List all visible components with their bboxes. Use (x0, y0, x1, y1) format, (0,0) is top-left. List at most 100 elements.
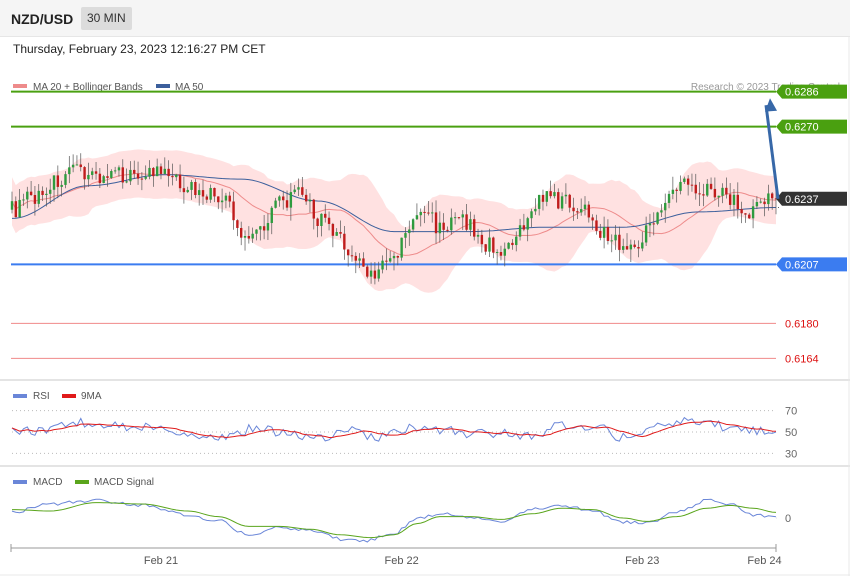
candle-body (614, 234, 617, 241)
candle-body (129, 169, 132, 182)
rsi-ma-line (11, 420, 777, 439)
candle-body (671, 189, 675, 194)
candle-body (411, 219, 415, 230)
candle-body (568, 194, 571, 208)
candle-body (301, 187, 304, 195)
timeframe-button[interactable]: 30 MIN (81, 7, 132, 30)
level-label-0.6180: 0.6180 (785, 318, 819, 330)
timestamp: Thursday, February 23, 2023 12:16:27 PM … (13, 42, 266, 56)
candle-body (312, 199, 315, 219)
candle-body (503, 248, 506, 256)
candle-body (190, 181, 193, 190)
projection-arrow-line (764, 105, 780, 199)
candle-body (572, 207, 575, 212)
candle-body (388, 258, 392, 262)
candle-body (419, 211, 422, 216)
rsi-tick-label: 70 (785, 406, 797, 418)
legend-swatch-rsi (13, 394, 27, 398)
level-label-0.6286: 0.6286 (785, 87, 819, 99)
candle-body (194, 181, 197, 196)
candle-body (648, 223, 652, 226)
candle-body (331, 223, 335, 236)
candle-body (457, 217, 461, 219)
candle-body (37, 190, 40, 204)
candle-body (770, 193, 774, 199)
candle-body (633, 244, 636, 248)
candle-body (259, 226, 262, 230)
candle-body (26, 191, 29, 200)
legend-label-rsi-ma: 9MA (81, 391, 102, 402)
candle-body (453, 217, 457, 219)
candle-body (755, 201, 759, 207)
candle-body (618, 234, 621, 250)
candle-body (675, 189, 678, 191)
candle-body (316, 218, 319, 226)
legend-swatch-ma20 (13, 84, 27, 88)
candle-body (64, 174, 67, 185)
candle-body (171, 176, 174, 178)
candle-body (748, 214, 751, 219)
candle-body (461, 214, 464, 218)
candle-body (289, 192, 293, 208)
candle-body (255, 229, 258, 234)
legend-swatch-ma50 (156, 84, 170, 88)
rsi-line (11, 416, 777, 442)
legend-label-ma50: MA 50 (175, 82, 204, 93)
candle-body (106, 176, 109, 178)
candle-body (274, 200, 277, 208)
candle-body (14, 201, 18, 218)
candle-body (595, 220, 598, 231)
candle-body (583, 204, 587, 210)
candle-body (381, 260, 384, 270)
candle-body (686, 178, 690, 185)
candle-body (308, 199, 312, 202)
candle-body (759, 201, 762, 203)
candle-body (163, 168, 166, 174)
candle-body (698, 193, 701, 195)
candle-body (629, 244, 633, 250)
x-tick-label: Feb 23 (625, 555, 659, 567)
header-bar: NZD/USD 30 MIN (0, 0, 850, 37)
candle-body (480, 234, 484, 245)
candle-body (155, 166, 159, 177)
current-price-label: 0.6237 (785, 194, 819, 206)
legend-swatch-macd-signal (75, 480, 89, 484)
candle-body (492, 237, 495, 253)
candle-body (434, 212, 438, 234)
candle-body (702, 194, 705, 196)
candle-body (262, 226, 266, 231)
candle-body (113, 170, 117, 172)
candle-body (717, 195, 720, 198)
candle-body (587, 204, 591, 218)
legend-label-rsi: RSI (33, 391, 50, 402)
candle-body (446, 229, 449, 231)
candle-body (297, 187, 300, 190)
candle-body (427, 212, 430, 214)
candle-body (392, 255, 396, 259)
candle-body (91, 171, 94, 175)
candle-body (564, 194, 568, 197)
candle-body (350, 255, 354, 257)
candle-body (335, 232, 338, 236)
candle-body (469, 219, 472, 230)
candle-body (442, 222, 445, 230)
candle-body (423, 211, 426, 213)
candle-body (60, 184, 63, 187)
candle-body (694, 184, 697, 194)
candle-body (530, 211, 533, 219)
candle-body (774, 198, 778, 200)
level-label-0.6270: 0.6270 (785, 122, 819, 134)
candle-body (400, 237, 403, 258)
candle-body (79, 164, 82, 168)
x-tick-label: Feb 24 (747, 555, 781, 567)
candle-body (10, 201, 14, 210)
candle-body (767, 193, 770, 205)
candle-body (736, 194, 739, 210)
candle-body (304, 194, 308, 202)
candle-body (515, 236, 518, 246)
candle-body (576, 211, 579, 213)
candle-body (159, 166, 163, 174)
legend-swatch-rsi-ma (62, 394, 76, 398)
